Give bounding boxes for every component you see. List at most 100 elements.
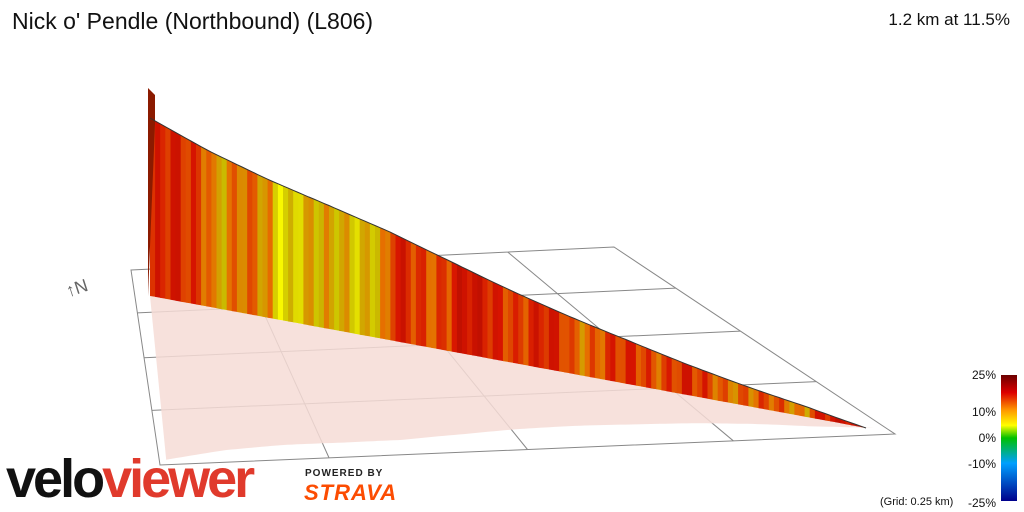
profile-segment	[641, 345, 647, 388]
profile-segment	[441, 257, 448, 351]
ground-shadow	[150, 296, 874, 460]
profile-segment	[410, 242, 417, 345]
profile-segment	[697, 368, 703, 398]
profile-segment	[600, 329, 606, 380]
profile-segment	[482, 277, 489, 359]
profile-segment	[400, 237, 407, 344]
profile-segment	[758, 390, 765, 410]
profile-segment	[676, 360, 683, 395]
profile-segment	[625, 339, 632, 385]
profile-segment	[630, 341, 637, 386]
profile-segment	[518, 293, 524, 365]
grid-border	[130, 246, 897, 466]
profile-segment	[380, 227, 386, 340]
profile-segment	[820, 411, 826, 421]
profile-segment	[733, 381, 739, 405]
profile-top-edge	[149, 117, 867, 429]
profile-segment	[242, 167, 248, 314]
profile-segment	[784, 399, 790, 414]
profile-segment	[405, 239, 412, 345]
profile-segment	[743, 385, 749, 407]
profile-segment	[707, 372, 714, 400]
profile-start-edge	[148, 88, 155, 296]
profile-segment	[201, 146, 207, 307]
profile-segment	[763, 392, 770, 411]
profile-segment	[436, 254, 443, 350]
profile-segment	[605, 331, 611, 381]
profile-segment	[451, 262, 458, 353]
profile-segment	[262, 176, 269, 318]
profile-segment	[375, 225, 381, 339]
profile-segment	[794, 402, 801, 416]
profile-segment	[221, 157, 228, 311]
profile-segment	[687, 364, 693, 396]
profile-segment	[589, 324, 596, 378]
profile-segment	[497, 284, 504, 362]
profile-segment	[533, 300, 540, 368]
profile-segment	[564, 314, 570, 374]
profile-segment	[236, 164, 243, 313]
profile-segment	[840, 419, 847, 425]
profile-segment	[349, 214, 356, 334]
profile-segment	[155, 120, 161, 298]
profile-segment	[395, 234, 402, 343]
profile-segment	[226, 159, 233, 312]
profile-segment	[656, 352, 662, 391]
profile-segment	[809, 407, 816, 419]
profile-segment	[717, 375, 724, 402]
profile-segment	[594, 327, 601, 379]
profile-segment	[160, 123, 166, 299]
legend-tick-0: 0%	[978, 431, 996, 445]
profile-segment	[543, 305, 550, 370]
profile-segment	[554, 309, 560, 372]
profile-segment	[431, 252, 437, 349]
legend-tick-25: 25%	[971, 368, 996, 382]
profile-segment	[472, 272, 478, 357]
profile-segment	[845, 420, 852, 426]
profile-segment	[748, 387, 755, 408]
profile-segment	[216, 154, 223, 310]
profile-segment	[293, 190, 299, 324]
profile-segment	[615, 335, 622, 383]
profile-segment	[574, 318, 581, 376]
profile-segment	[211, 152, 218, 309]
page-title: Nick o' Pendle (Northbound) (L806)	[12, 8, 374, 34]
profile-segment	[559, 312, 565, 373]
profile-segment	[779, 397, 785, 413]
profile-segment	[502, 286, 509, 362]
strava-logo: STRAVA	[304, 480, 398, 505]
profile-segment	[753, 388, 760, 409]
profile-segment	[513, 291, 519, 364]
profile-segment	[257, 174, 264, 317]
profile-shadow	[150, 296, 874, 460]
profile-segment	[635, 343, 642, 387]
profile-segment	[702, 370, 709, 399]
profile-segment	[231, 162, 238, 312]
profile-segment	[339, 210, 345, 332]
profile-segment	[303, 194, 310, 326]
profile-segment	[456, 264, 463, 354]
profile-segment	[334, 207, 340, 331]
profile-segment	[426, 249, 432, 348]
legend-tick-minus25: -25%	[967, 496, 996, 510]
profile-segment	[528, 298, 535, 367]
profile-segment	[283, 185, 289, 322]
profile-segment	[651, 349, 657, 390]
legend-tick-minus10: -10%	[967, 457, 996, 471]
profile-segment	[247, 169, 253, 315]
profile-segment	[799, 404, 806, 417]
profile-segment	[298, 192, 304, 325]
profile-segment	[354, 216, 361, 335]
profile-segment	[814, 409, 821, 420]
profile-segment	[359, 218, 366, 336]
profile-segment	[190, 141, 197, 305]
profile-segment	[288, 188, 294, 323]
profile-segment	[727, 379, 734, 404]
profile-segment	[252, 171, 258, 316]
profile-segment	[661, 354, 668, 392]
profile-segment	[620, 337, 627, 384]
profile-segment	[267, 179, 274, 319]
profile-segment	[196, 143, 202, 306]
profile-segment	[446, 259, 453, 352]
profile-segment	[421, 247, 427, 347]
